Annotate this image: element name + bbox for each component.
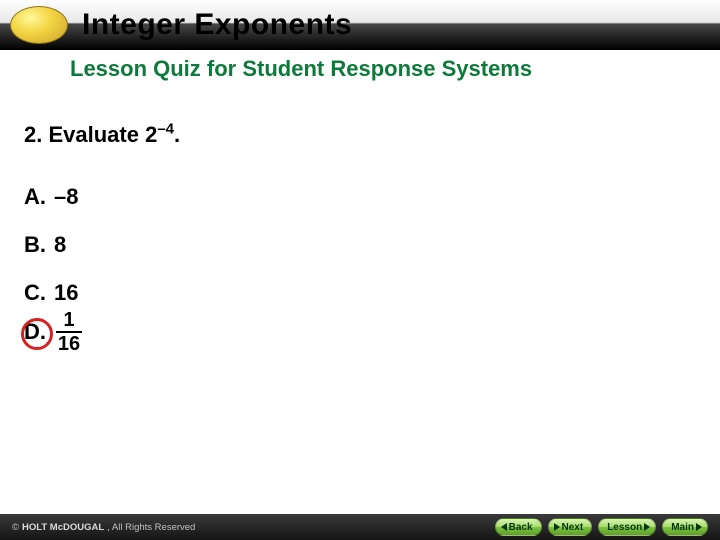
content-area: 2. Evaluate 2–4. A. –8 B. 8 C. 16 D. 1 1…: [0, 88, 720, 354]
option-c-value: 16: [54, 280, 78, 306]
lesson-button[interactable]: Lesson: [598, 518, 656, 536]
next-label: Next: [562, 522, 584, 533]
option-a-value: –8: [54, 184, 78, 210]
copyright-symbol: ©: [12, 522, 19, 533]
header-logo-oval: [10, 6, 68, 44]
fraction-denominator: 16: [58, 333, 80, 354]
nav-button-group: Back Next Lesson Main: [495, 518, 708, 536]
back-button[interactable]: Back: [495, 518, 542, 536]
copyright-text: © HOLT McDOUGAL, All Rights Reserved: [12, 522, 195, 533]
arrow-right-icon: [696, 523, 702, 531]
copyright-rights: , All Rights Reserved: [107, 522, 195, 533]
question-prompt: Evaluate 2: [48, 122, 157, 147]
option-b-value: 8: [54, 232, 66, 258]
option-c[interactable]: C. 16: [24, 280, 690, 306]
footer-bar: © HOLT McDOUGAL, All Rights Reserved Bac…: [0, 514, 720, 540]
question-text: 2. Evaluate 2–4.: [24, 122, 690, 148]
arrow-right-icon: [554, 523, 560, 531]
arrow-right-icon: [644, 523, 650, 531]
next-button[interactable]: Next: [548, 518, 593, 536]
question-suffix: .: [174, 122, 180, 147]
option-d-label: D.: [24, 319, 46, 345]
fraction-numerator: 1: [63, 310, 74, 331]
option-c-label: C.: [24, 280, 46, 306]
option-b-label: B.: [24, 232, 46, 258]
sub-title: Lesson Quiz for Student Response Systems: [70, 56, 532, 82]
question-exponent: –4: [157, 121, 174, 138]
option-a-label: A.: [24, 184, 46, 210]
option-b[interactable]: B. 8: [24, 232, 690, 258]
lesson-label: Lesson: [607, 522, 642, 533]
back-label: Back: [509, 522, 533, 533]
page-title: Integer Exponents: [82, 8, 352, 42]
arrow-left-icon: [501, 523, 507, 531]
option-d-fraction: 1 16: [56, 310, 82, 354]
option-a[interactable]: A. –8: [24, 184, 690, 210]
sub-header: Lesson Quiz for Student Response Systems: [0, 50, 720, 88]
option-d[interactable]: D. 1 16: [24, 310, 690, 354]
header-bar: Integer Exponents: [0, 0, 720, 50]
main-label: Main: [671, 522, 694, 533]
copyright-brand: HOLT McDOUGAL: [22, 522, 104, 533]
main-button[interactable]: Main: [662, 518, 708, 536]
question-number: 2.: [24, 122, 42, 147]
